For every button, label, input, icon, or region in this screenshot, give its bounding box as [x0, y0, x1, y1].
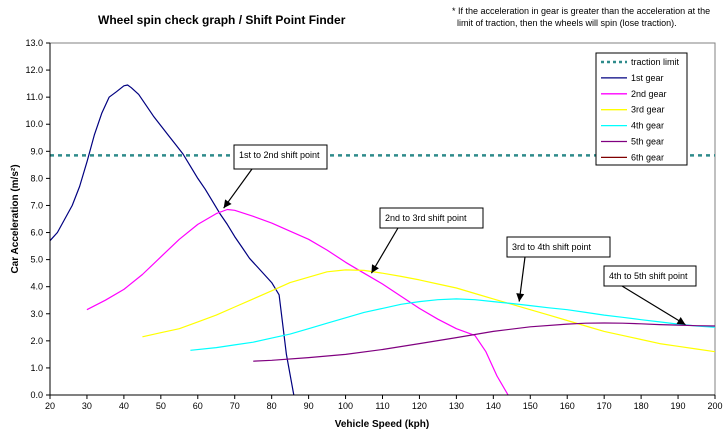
series-line-1 [50, 84, 295, 395]
x-tick-label: 60 [193, 401, 203, 411]
x-tick-label: 110 [375, 401, 389, 411]
legend-label: 4th gear [631, 121, 664, 131]
legend-label: traction limit [631, 57, 680, 67]
x-tick-label: 90 [304, 401, 314, 411]
y-tick-label: 7.0 [30, 200, 43, 210]
annotation-box [603, 265, 697, 287]
annotation-box [379, 207, 484, 229]
annotation-label: 1st to 2nd shift point [239, 150, 320, 160]
y-tick-label: 6.0 [30, 228, 43, 238]
y-tick-label: 2.0 [30, 336, 43, 346]
x-tick-label: 20 [45, 401, 55, 411]
annotation-arrowhead [516, 293, 525, 302]
series-line-3 [142, 269, 715, 353]
annotation-arrowhead [223, 199, 232, 209]
x-tick-label: 160 [560, 401, 575, 411]
legend-label: 5th gear [631, 137, 664, 147]
annotation-box [233, 144, 328, 170]
y-axis-label: Car Acceleration (m/s²) [10, 164, 21, 273]
x-tick-label: 130 [449, 401, 464, 411]
annotation-label: 2nd to 3rd shift point [385, 213, 467, 223]
x-tick-label: 50 [156, 401, 166, 411]
y-tick-label: 0.0 [30, 390, 43, 400]
x-tick-label: 40 [119, 401, 129, 411]
y-tick-label: 13.0 [25, 38, 43, 48]
chart-note-line-2: limit of traction, then the wheels will … [457, 18, 677, 28]
x-tick-label: 120 [412, 401, 427, 411]
annotation-arrowhead [676, 317, 686, 325]
legend-label: 6th gear [631, 152, 664, 162]
legend-box [595, 52, 688, 166]
y-tick-label: 8.0 [30, 173, 43, 183]
annotation-arrowhead [371, 264, 379, 274]
series-line-2 [86, 208, 509, 395]
annotation-box [506, 236, 611, 258]
y-tick-label: 12.0 [25, 65, 43, 75]
y-tick-label: 1.0 [30, 363, 43, 373]
x-axis-label: Vehicle Speed (kph) [335, 419, 429, 430]
annotation-label: 4th to 5th shift point [609, 271, 688, 281]
annotation-label: 3rd to 4th shift point [512, 242, 592, 252]
x-tick-label: 200 [707, 401, 722, 411]
annotation-arrow-line [621, 285, 686, 326]
y-tick-label: 5.0 [30, 255, 43, 265]
annotation-arrow-line [370, 227, 399, 274]
chart-note-line-1: * If the acceleration in gear is greater… [452, 6, 710, 16]
legend-label: 1st gear [631, 73, 664, 83]
x-tick-label: 100 [338, 401, 353, 411]
y-tick-label: 11.0 [26, 92, 43, 102]
x-tick-label: 30 [82, 401, 92, 411]
chart-title: Wheel spin check graph / Shift Point Fin… [98, 13, 346, 27]
x-tick-label: 70 [230, 401, 240, 411]
legend-label: 2nd gear [631, 89, 667, 99]
x-tick-label: 80 [267, 401, 277, 411]
annotation-arrow-line [223, 168, 253, 209]
x-tick-label: 190 [671, 401, 686, 411]
x-tick-label: 180 [634, 401, 649, 411]
legend: traction limit 1st gear 2nd gear 3rd gear 4t… [595, 52, 688, 166]
x-tick-label: 140 [486, 401, 501, 411]
series-line-5 [253, 322, 715, 362]
y-tick-label: 9.0 [30, 146, 43, 156]
x-tick-label: 170 [597, 401, 612, 411]
x-tick-label: 150 [523, 401, 538, 411]
legend-label: 3rd gear [631, 105, 665, 115]
y-tick-label: 4.0 [30, 282, 43, 292]
series-line-4 [190, 298, 715, 351]
y-tick-label: 10.0 [25, 119, 43, 129]
y-tick-label: 3.0 [30, 309, 43, 319]
